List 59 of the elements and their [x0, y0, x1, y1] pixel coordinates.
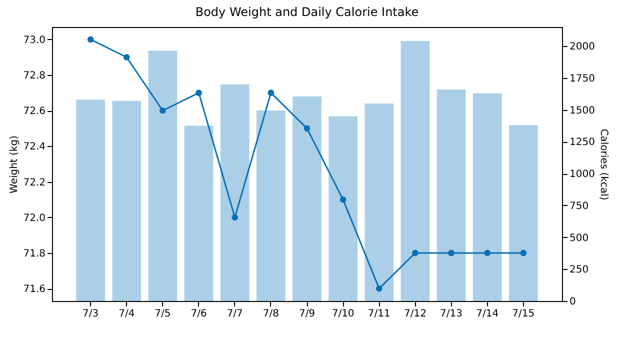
y-tick-label: 73.0	[23, 34, 46, 46]
x-tick-label: 7/10	[332, 308, 354, 320]
x-tick-label: 7/14	[476, 308, 499, 320]
bar	[112, 100, 142, 301]
y2-tick-label: 1000	[570, 169, 595, 180]
bar	[292, 96, 322, 301]
bar	[256, 110, 286, 301]
y-tick-label: 72.4	[23, 142, 46, 153]
y2-tick-label: 1750	[570, 73, 595, 84]
y2-tick-label: 750	[570, 200, 589, 212]
y-tick-label: 72.8	[23, 70, 46, 82]
point	[196, 90, 202, 96]
bar	[508, 125, 538, 301]
point	[448, 250, 454, 256]
x-tick-label: 7/4	[118, 308, 135, 320]
point	[160, 107, 166, 114]
bar	[328, 116, 358, 301]
y2-tick-label: 1500	[570, 105, 595, 116]
x-tick-label: 7/9	[298, 308, 316, 320]
point	[484, 250, 490, 256]
bar	[220, 84, 250, 301]
y-tick-label: 72.6	[23, 106, 46, 118]
bar	[148, 50, 178, 301]
x-tick-label: 7/5	[154, 308, 171, 320]
y2-tick-label: 2000	[570, 42, 595, 53]
point	[412, 250, 418, 256]
x-tick-label: 7/3	[82, 308, 99, 320]
x-tick-label: 7/7	[226, 308, 243, 320]
y2-tick-label: 500	[570, 232, 589, 244]
bar	[436, 89, 466, 301]
bar	[184, 126, 214, 301]
y2-tick-label: 1250	[570, 137, 595, 148]
x-tick-label: 7/6	[190, 308, 207, 320]
x-tick-label: 7/12	[404, 308, 426, 320]
point	[87, 36, 94, 43]
bar	[76, 100, 106, 301]
y2-tick-label: 250	[570, 264, 589, 276]
point	[376, 285, 382, 292]
chart-title: Body Weight and Daily Calorie Intake	[195, 5, 419, 19]
bar	[472, 93, 502, 301]
y2-tick-label: 0	[570, 296, 576, 308]
y-tick-label: 72.2	[23, 177, 46, 188]
bar	[400, 41, 430, 301]
point	[340, 196, 346, 203]
y-tick-label: 72.0	[23, 212, 46, 224]
point	[520, 250, 527, 256]
y-axis-title: Weight (kg)	[9, 135, 20, 194]
y-tick-label: 71.8	[23, 248, 46, 260]
x-tick-label: 7/13	[440, 308, 463, 320]
point	[124, 54, 130, 60]
y2-axis-title: Calories (kcal)	[598, 128, 609, 200]
bar	[364, 103, 394, 301]
x-tick-label: 7/8	[262, 308, 279, 320]
y-tick-label: 71.6	[23, 284, 46, 296]
point	[304, 125, 310, 132]
x-tick-label: 7/11	[368, 308, 390, 320]
x-tick-label: 7/15	[512, 308, 535, 320]
point	[268, 90, 274, 96]
point	[232, 214, 238, 221]
